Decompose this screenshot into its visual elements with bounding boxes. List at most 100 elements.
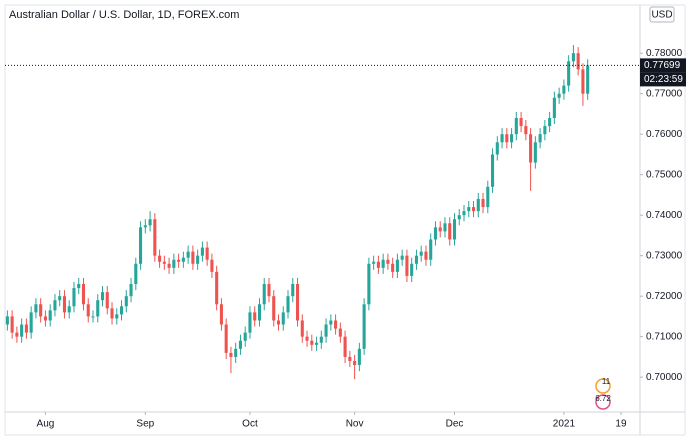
- candle-body: [524, 126, 528, 135]
- candle-body: [305, 336, 309, 341]
- candle-body: [386, 259, 390, 264]
- candle-body: [248, 312, 252, 333]
- candle-body: [529, 134, 533, 163]
- candle-body: [39, 304, 43, 317]
- candle-body: [576, 53, 580, 70]
- currency-label[interactable]: USD: [651, 10, 672, 21]
- candle-body: [471, 207, 476, 212]
- candle-body: [29, 312, 33, 333]
- candle-body: [243, 332, 247, 341]
- candle-body: [505, 134, 509, 143]
- candle-body: [367, 263, 371, 305]
- x-tick-label: 2021: [553, 419, 576, 430]
- candle-body: [443, 223, 447, 232]
- candle-body: [81, 284, 86, 305]
- candle-body: [414, 255, 418, 264]
- candle-body: [395, 259, 399, 272]
- candle-body: [62, 296, 67, 313]
- candle-body: [48, 310, 52, 321]
- x-tick-label: 19: [615, 419, 627, 430]
- candle-body: [419, 251, 423, 256]
- candle-body: [143, 225, 147, 228]
- candle-body: [129, 284, 133, 297]
- candle-body: [500, 134, 504, 143]
- candle-body: [272, 296, 276, 321]
- candle-body: [562, 85, 566, 94]
- candle-body: [105, 292, 109, 309]
- candle-body: [514, 117, 518, 135]
- candle-body: [286, 296, 290, 313]
- candle-body: [124, 296, 128, 307]
- event-label: 6.72: [595, 394, 611, 403]
- candle-body: [53, 300, 57, 311]
- candle-body: [100, 292, 105, 301]
- candle-body: [462, 211, 466, 216]
- candle-body: [10, 316, 14, 333]
- y-tick-label: 0.76000: [646, 129, 683, 140]
- candle-body: [452, 219, 457, 240]
- candle-body: [158, 255, 162, 262]
- candle-body: [533, 142, 537, 163]
- candle-body: [162, 261, 166, 264]
- candle-body: [96, 300, 100, 317]
- last-price-box: [640, 58, 686, 73]
- frame: [4, 4, 686, 436]
- candle-body: [338, 328, 342, 337]
- candle-body: [310, 340, 314, 345]
- candle-body: [510, 134, 514, 143]
- candle-body: [315, 342, 319, 345]
- candle-body: [324, 324, 328, 337]
- candle-body: [557, 93, 561, 98]
- candle-body: [391, 263, 395, 272]
- event-label: 11: [602, 377, 611, 386]
- candle-body: [438, 227, 442, 232]
- candle-body: [329, 320, 333, 325]
- candle-body: [567, 61, 571, 86]
- candle-body: [20, 324, 24, 337]
- candle-body: [348, 356, 352, 361]
- y-tick-label: 0.75000: [646, 169, 683, 180]
- candle-body: [410, 263, 414, 276]
- candle-body: [300, 320, 304, 337]
- countdown-box: [640, 72, 686, 87]
- y-tick-label: 0.70000: [646, 372, 683, 383]
- candle-body: [372, 261, 376, 264]
- y-tick-label: 0.71000: [646, 331, 683, 342]
- candle-body: [486, 186, 490, 208]
- candle-body: [357, 348, 361, 366]
- candle-body: [281, 312, 285, 325]
- candle-body: [134, 263, 138, 285]
- candle-body: [167, 263, 171, 268]
- candle-body: [319, 336, 323, 343]
- candle-body: [229, 352, 233, 357]
- candle-body: [115, 314, 119, 319]
- candle-body: [571, 53, 575, 62]
- candle-body: [200, 247, 204, 256]
- candle-body: [215, 271, 219, 305]
- candle-body: [538, 134, 542, 143]
- candle-body: [58, 296, 62, 301]
- candle-body: [148, 219, 152, 226]
- candle-body: [205, 247, 209, 260]
- candle-body: [219, 304, 223, 325]
- candle-body: [405, 255, 409, 276]
- y-tick-label: 0.72000: [646, 291, 683, 302]
- candle-body: [467, 207, 471, 212]
- currency-box[interactable]: [649, 6, 675, 23]
- candle-body: [353, 360, 357, 366]
- y-tick-label: 0.73000: [646, 250, 683, 261]
- candle-body: [519, 117, 523, 127]
- candle-body: [586, 65, 590, 94]
- candle-body: [91, 316, 95, 318]
- candle-body: [181, 257, 185, 262]
- candle-body: [86, 304, 90, 317]
- x-tick-label: Sep: [136, 419, 154, 430]
- x-tick-label: Nov: [346, 419, 364, 430]
- candle-body: [210, 259, 214, 272]
- candle-body: [267, 284, 271, 297]
- candle-body: [191, 251, 195, 264]
- y-tick-label: 0.77000: [646, 88, 683, 99]
